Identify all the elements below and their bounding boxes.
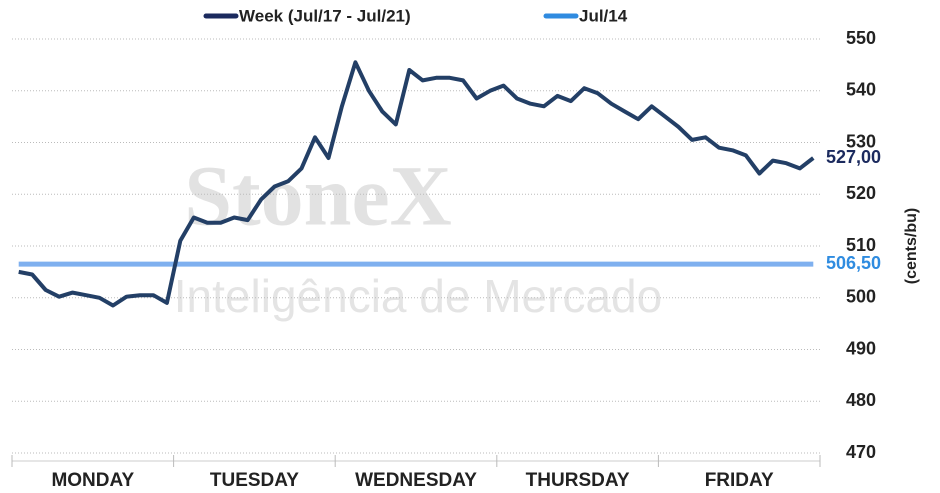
y-tick-label: 510 <box>846 235 876 255</box>
y-tick-label: 500 <box>846 287 876 307</box>
series-line <box>18 60 815 308</box>
end-value-label: 506,50 <box>826 253 881 273</box>
y-tick-label: 550 <box>846 28 876 48</box>
legend-label: Week (Jul/17 - Jul/21) <box>239 6 411 25</box>
y-tick-label: 540 <box>846 80 876 100</box>
x-tick-label: THURSDAY <box>526 470 630 491</box>
x-tick-label: WEDNESDAY <box>355 470 477 491</box>
x-tick-label: MONDAY <box>51 470 134 491</box>
y-tick-label: 480 <box>846 390 876 410</box>
end-value-label: 527,00 <box>826 147 881 167</box>
legend-label: Jul/14 <box>579 6 628 25</box>
watermark-logo: StoneX <box>184 148 452 244</box>
y-tick-label: 530 <box>846 131 876 151</box>
y-tick-label: 520 <box>846 183 876 203</box>
y-tick-label: 470 <box>846 442 876 462</box>
watermark-text: Inteligência de Mercado <box>174 270 662 322</box>
x-tick-label: FRIDAY <box>705 470 774 491</box>
y-tick-label: 490 <box>846 338 876 358</box>
y-axis-label: (cents/bu) <box>903 208 920 284</box>
x-tick-label: TUESDAY <box>210 470 299 491</box>
